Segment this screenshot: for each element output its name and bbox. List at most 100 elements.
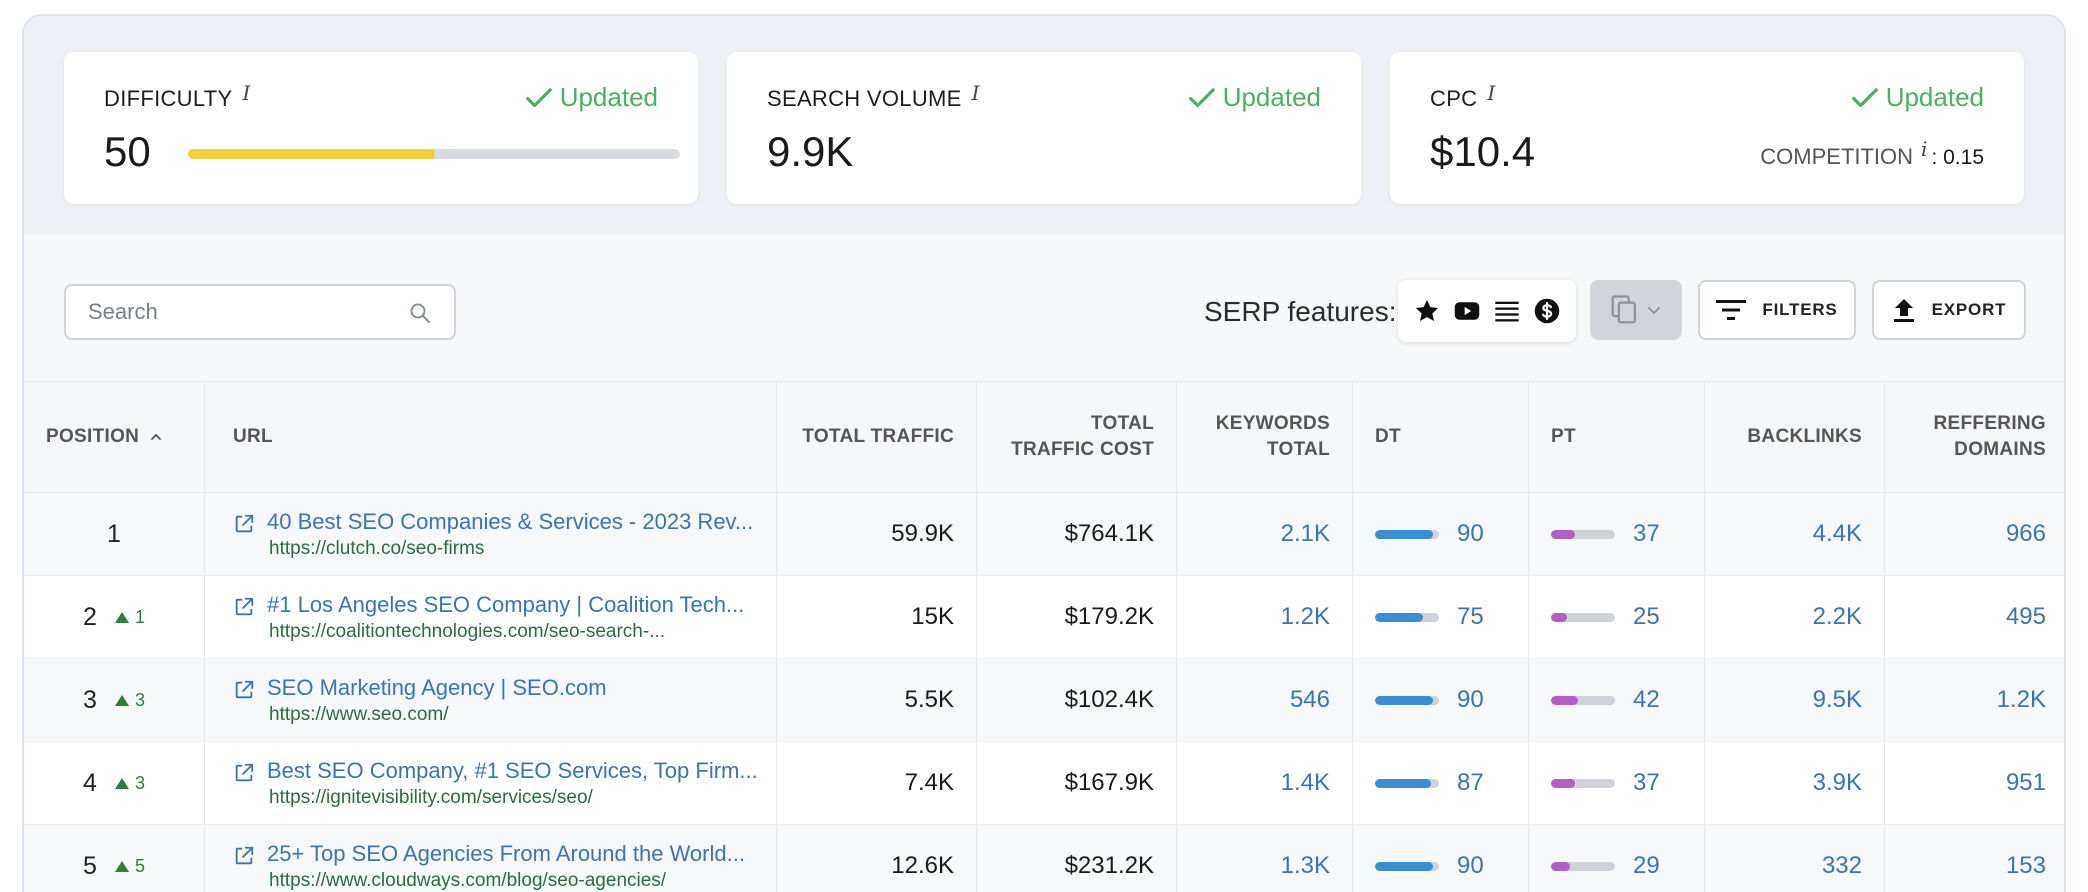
sort-up-icon[interactable] bbox=[149, 430, 163, 444]
competition: COMPETITION i : 0.15 bbox=[1760, 137, 1984, 170]
pt-value[interactable]: 29 bbox=[1633, 852, 1660, 879]
header-pt[interactable]: PT bbox=[1529, 382, 1705, 492]
header-keywords-total[interactable]: KEYWORDS TOTAL bbox=[1177, 382, 1353, 492]
position-value: 3 bbox=[83, 685, 97, 714]
result-title-link[interactable]: SEO Marketing Agency | SEO.com bbox=[267, 674, 607, 700]
referring-domains-link[interactable]: 966 bbox=[2005, 520, 2046, 547]
header-referring-domains[interactable]: REFFERING DOMAINS bbox=[1933, 413, 2046, 460]
result-url: https://ignitevisibility.com/services/se… bbox=[269, 786, 593, 808]
external-link-icon[interactable] bbox=[233, 762, 255, 784]
table-body: 1 40 Best SEO Companies & Services - 202… bbox=[24, 493, 2064, 892]
external-link-icon[interactable] bbox=[233, 845, 255, 867]
result-title-link[interactable]: Best SEO Company, #1 SEO Services, Top F… bbox=[267, 757, 758, 783]
backlinks-link[interactable]: 4.4K bbox=[1812, 520, 1862, 547]
result-url: https://clutch.co/seo-firms bbox=[269, 537, 485, 559]
table-row: 1 40 Best SEO Companies & Services - 202… bbox=[24, 493, 2064, 576]
search-icon[interactable] bbox=[408, 301, 432, 325]
position-change-value: 3 bbox=[134, 689, 145, 710]
dt-cell: 90 bbox=[1353, 825, 1529, 892]
result-title-link[interactable]: 40 Best SEO Companies & Services - 2023 … bbox=[267, 508, 754, 534]
referring-domains-cell: 153 bbox=[1885, 825, 2064, 892]
external-link-icon[interactable] bbox=[233, 596, 255, 618]
traffic-cost-value: $102.4K bbox=[1064, 686, 1154, 713]
position-value: 2 bbox=[83, 602, 97, 631]
header-total-traffic[interactable]: TOTAL TRAFFIC bbox=[777, 382, 977, 492]
table-row: 3 3 SEO Marketing Agency | SEO.com https… bbox=[24, 659, 2064, 742]
backlinks-link[interactable]: 3.9K bbox=[1812, 769, 1862, 796]
dt-meter bbox=[1375, 861, 1439, 871]
referring-domains-link[interactable]: 153 bbox=[2005, 852, 2046, 879]
info-icon[interactable]: i bbox=[971, 81, 980, 105]
position-value: 4 bbox=[83, 768, 97, 797]
total-traffic-cell: 15K bbox=[777, 576, 977, 658]
pt-meter bbox=[1551, 778, 1615, 788]
backlinks-link[interactable]: 9.5K bbox=[1812, 686, 1862, 713]
total-traffic-value: 15K bbox=[911, 603, 954, 630]
dt-value[interactable]: 90 bbox=[1457, 852, 1484, 879]
dollar-icon bbox=[1534, 298, 1560, 324]
pt-value[interactable]: 42 bbox=[1633, 686, 1660, 713]
referring-domains-cell: 495 bbox=[1885, 576, 2064, 658]
backlinks-cell: 4.4K bbox=[1705, 493, 1885, 575]
referring-domains-link[interactable]: 951 bbox=[2005, 769, 2046, 796]
referring-domains-link[interactable]: 495 bbox=[2005, 603, 2046, 630]
pt-value[interactable]: 37 bbox=[1633, 520, 1660, 547]
external-link-icon[interactable] bbox=[233, 679, 255, 701]
pt-value[interactable]: 25 bbox=[1633, 603, 1660, 630]
referring-domains-link[interactable]: 1.2K bbox=[1996, 686, 2046, 713]
position-value: 1 bbox=[107, 519, 121, 548]
header-dt[interactable]: DT bbox=[1353, 382, 1529, 492]
position-change: 3 bbox=[114, 772, 145, 794]
dt-value[interactable]: 75 bbox=[1457, 603, 1484, 630]
search-volume-value: 9.9K bbox=[767, 128, 854, 175]
triangle-up-icon bbox=[114, 694, 129, 706]
pt-meter-fill bbox=[1551, 695, 1578, 705]
check-icon bbox=[1851, 87, 1878, 107]
dt-value[interactable]: 87 bbox=[1457, 769, 1484, 796]
search-input[interactable] bbox=[66, 286, 366, 338]
keywords-link[interactable]: 546 bbox=[1289, 686, 1330, 713]
dt-cell: 75 bbox=[1353, 576, 1529, 658]
header-total-traffic-cost[interactable]: TOTAL TRAFFIC COST bbox=[977, 382, 1177, 492]
filters-button[interactable]: FILTERS bbox=[1698, 280, 1856, 340]
total-traffic-value: 59.9K bbox=[891, 520, 954, 547]
referring-domains-cell: 1.2K bbox=[1885, 659, 2064, 741]
pt-meter bbox=[1551, 529, 1615, 539]
dt-value[interactable]: 90 bbox=[1457, 686, 1484, 713]
header-position[interactable]: POSITION bbox=[24, 382, 205, 492]
serp-features-box[interactable] bbox=[1398, 280, 1576, 342]
updated-status: Updated bbox=[1850, 82, 1984, 113]
result-url: https://www.seo.com/ bbox=[269, 703, 449, 725]
video-icon bbox=[1454, 302, 1480, 320]
filter-icon bbox=[1716, 300, 1747, 320]
external-link-icon[interactable] bbox=[233, 513, 255, 535]
pt-cell: 42 bbox=[1529, 659, 1705, 741]
position-change-value: 3 bbox=[134, 772, 145, 793]
copy-icon bbox=[1611, 295, 1636, 324]
dashboard-panel: DIFFICULTY i Updated 50 SEARCH VOLUME i Up… bbox=[22, 14, 2066, 892]
result-title-link[interactable]: 25+ Top SEO Agencies From Around the Wor… bbox=[267, 840, 745, 866]
backlinks-link[interactable]: 2.2K bbox=[1812, 603, 1862, 630]
header-backlinks[interactable]: BACKLINKS bbox=[1705, 382, 1885, 492]
backlinks-link[interactable]: 332 bbox=[1821, 852, 1862, 879]
pt-value[interactable]: 37 bbox=[1633, 769, 1660, 796]
keywords-link[interactable]: 1.2K bbox=[1280, 603, 1330, 630]
pt-meter-fill bbox=[1551, 612, 1567, 622]
keywords-link[interactable]: 1.3K bbox=[1280, 852, 1330, 879]
keywords-link[interactable]: 2.1K bbox=[1280, 520, 1330, 547]
info-icon[interactable]: i bbox=[1921, 137, 1928, 161]
position-cell: 2 1 bbox=[24, 576, 205, 658]
dt-value[interactable]: 90 bbox=[1457, 520, 1484, 547]
url-cell: #1 Los Angeles SEO Company | Coalition T… bbox=[205, 576, 777, 658]
header-url[interactable]: URL bbox=[205, 382, 777, 492]
star-icon bbox=[1415, 299, 1439, 322]
info-icon[interactable]: i bbox=[1487, 81, 1496, 105]
pt-meter-fill bbox=[1551, 778, 1575, 788]
cpc-value: $10.4 bbox=[1430, 128, 1536, 175]
copy-button[interactable] bbox=[1590, 280, 1682, 340]
dt-cell: 90 bbox=[1353, 659, 1529, 741]
info-icon[interactable]: i bbox=[242, 81, 251, 105]
result-title-link[interactable]: #1 Los Angeles SEO Company | Coalition T… bbox=[267, 591, 745, 617]
keywords-link[interactable]: 1.4K bbox=[1280, 769, 1330, 796]
export-button[interactable]: EXPORT bbox=[1872, 280, 2026, 340]
